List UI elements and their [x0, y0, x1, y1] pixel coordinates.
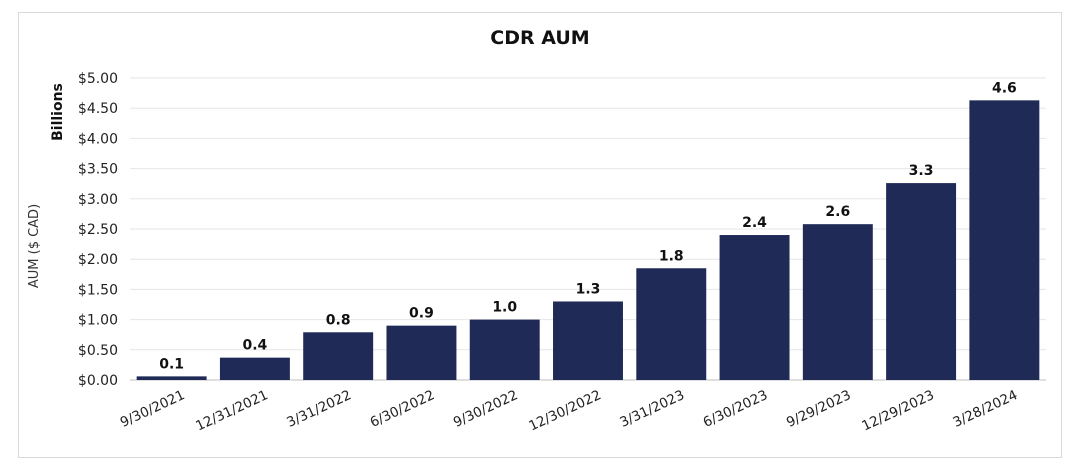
x-tick-label: 12/30/2022 [526, 387, 603, 434]
bar [136, 376, 207, 380]
bar [802, 224, 873, 380]
y-axis-label: AUM ($ CAD) [27, 204, 42, 288]
data-labels: 0.1 0.4 0.8 0.9 1.0 1.3 1.8 2.4 2.6 3.3 4.6 [159, 80, 1017, 372]
bar [719, 235, 790, 380]
bar [219, 357, 290, 380]
y-tick-label: $3.50 [78, 162, 118, 178]
y-axis-ticks: $0.00 $0.50 $1.00 $1.50 $2.00 $2.50 $3.00 $3.50… [78, 71, 118, 389]
y-tick-label: $0.00 [78, 373, 118, 389]
data-label: 1.0 [492, 300, 517, 316]
x-tick-label: 6/30/2023 [701, 387, 771, 431]
data-label: 4.6 [992, 80, 1017, 96]
y-tick-label: $4.00 [78, 131, 118, 147]
data-label: 2.4 [742, 215, 767, 231]
x-tick-label: 9/30/2022 [451, 387, 521, 431]
data-label: 0.9 [409, 306, 434, 322]
y-tick-label: $1.00 [78, 313, 118, 329]
data-label: 0.1 [159, 356, 184, 372]
x-tick-label: 9/29/2023 [784, 387, 854, 431]
data-label: 1.8 [659, 248, 684, 264]
bar [303, 332, 374, 380]
y-tick-label: $5.00 [78, 71, 118, 87]
x-tick-label: 12/31/2021 [193, 387, 270, 434]
y-tick-label: $0.50 [78, 343, 118, 359]
y-axis-units: Billions [50, 83, 66, 141]
y-tick-label: $1.50 [78, 282, 118, 298]
data-label: 0.8 [326, 312, 351, 328]
bar [886, 183, 957, 380]
y-tick-label: $2.00 [78, 252, 118, 268]
data-label: 1.3 [576, 281, 601, 297]
x-axis-ticks: 9/30/2021 12/31/2021 3/31/2022 6/30/2022 9/3… [118, 387, 1020, 434]
y-tick-label: $2.50 [78, 222, 118, 238]
chart-title: CDR AUM [490, 27, 589, 49]
x-tick-label: 6/30/2022 [368, 387, 438, 431]
data-label: 0.4 [243, 338, 268, 354]
x-tick-label: 3/28/2024 [951, 387, 1021, 431]
x-tick-label: 9/30/2021 [118, 387, 188, 431]
bar [469, 319, 540, 380]
x-tick-label: 3/31/2022 [284, 387, 354, 431]
bar [386, 325, 457, 380]
x-tick-label: 3/31/2023 [617, 387, 687, 431]
y-tick-label: $3.00 [78, 192, 118, 208]
bars [136, 100, 1040, 381]
data-label: 3.3 [909, 163, 934, 179]
y-tick-label: $4.50 [78, 101, 118, 117]
bar [969, 100, 1040, 381]
data-label: 2.6 [825, 204, 850, 220]
x-tick-label: 12/29/2023 [859, 387, 936, 434]
bar [553, 301, 623, 380]
bar [636, 268, 707, 380]
